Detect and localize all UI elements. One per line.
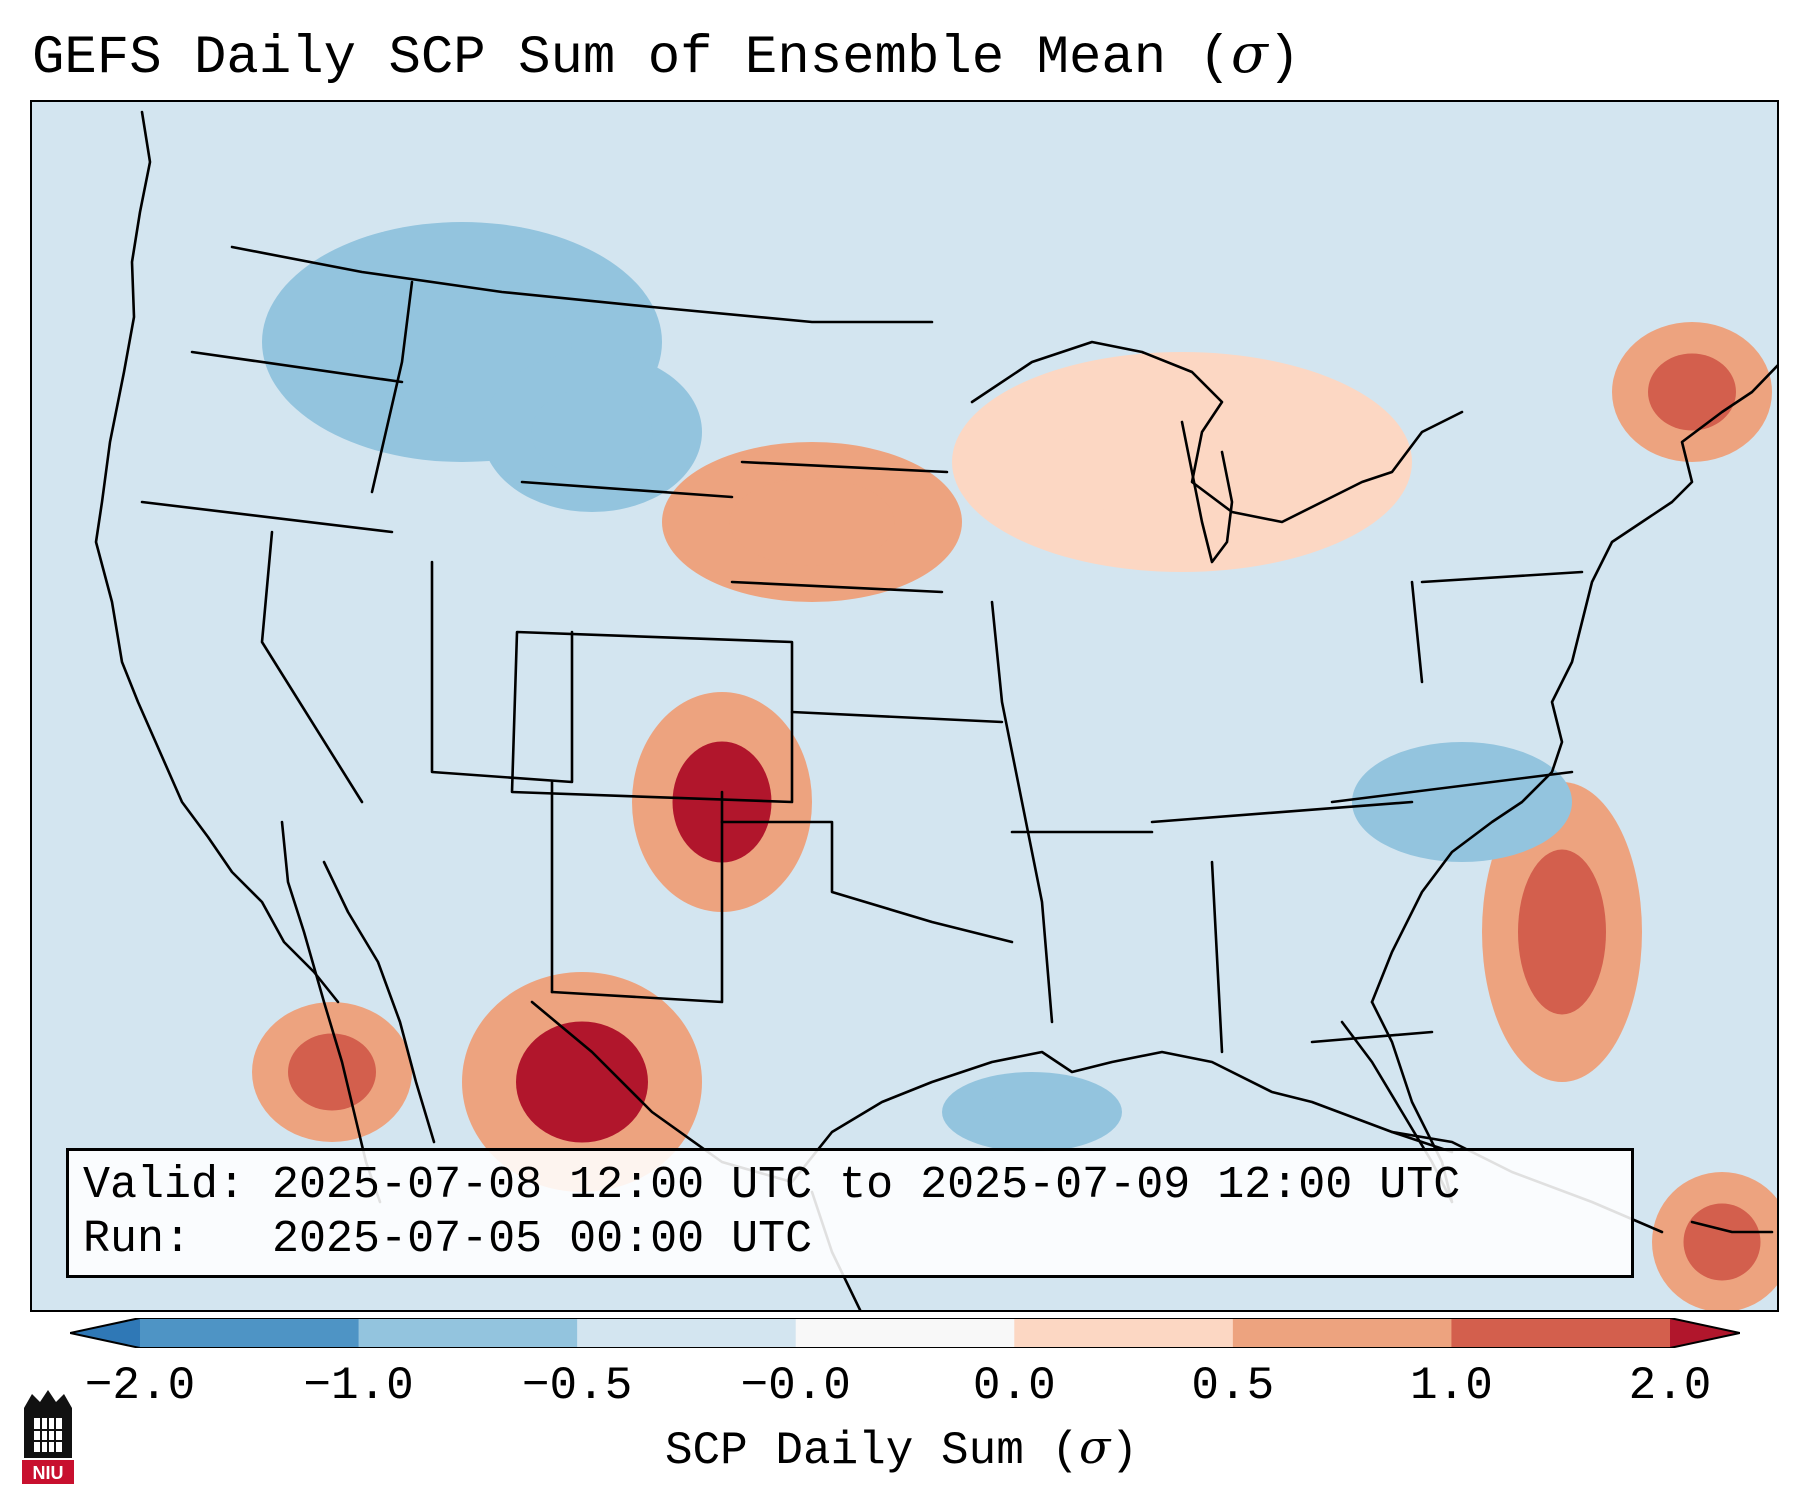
state-line-oh-pa bbox=[1410, 580, 1424, 684]
colorbar-bin bbox=[577, 1318, 797, 1348]
state-line-ok-tx bbox=[720, 820, 1014, 944]
lake-michigan bbox=[1180, 420, 1234, 564]
niu-logo: NIU bbox=[20, 1388, 76, 1484]
hispaniola-outline bbox=[1690, 1220, 1774, 1234]
run-value: 2025-07-05 00:00 UTC bbox=[272, 1214, 813, 1265]
state-line-sd-nd bbox=[740, 460, 949, 474]
colorbar-extend-low bbox=[70, 1318, 140, 1348]
svg-text:NIU: NIU bbox=[33, 1463, 64, 1483]
run-label: Run: bbox=[83, 1214, 192, 1265]
state-line-ne-sd bbox=[730, 580, 944, 594]
colorbar-tick-label: −0.5 bbox=[521, 1360, 633, 1412]
anomaly-core bbox=[982, 1090, 1082, 1134]
state-line-or-ca bbox=[140, 500, 394, 534]
state-line-tn-ky bbox=[1150, 800, 1414, 824]
state-line-wa-or bbox=[190, 350, 404, 384]
valid-value: 2025-07-08 12:00 UTC to 2025-07-09 12:00… bbox=[272, 1160, 1461, 1211]
colorbar bbox=[70, 1318, 1740, 1348]
valid-label: Valid: bbox=[83, 1160, 246, 1211]
state-line-va-nc bbox=[1330, 770, 1574, 804]
anomaly-core bbox=[729, 478, 895, 566]
anomaly-core bbox=[516, 1021, 648, 1143]
colorbar-tick-label: −1.0 bbox=[303, 1360, 414, 1412]
colorbar-bin bbox=[795, 1318, 1015, 1348]
canada-us-border-west bbox=[230, 245, 934, 324]
state-line-co bbox=[510, 630, 794, 804]
colorbar-tick-label: 0.5 bbox=[1191, 1360, 1275, 1412]
colorbar-extend-high bbox=[1670, 1318, 1740, 1348]
colorbar-bin bbox=[1232, 1318, 1452, 1348]
state-line-ms-al bbox=[1210, 860, 1224, 1054]
valid-time-box: Valid: 2025-07-08 12:00 UTC to 2025-07-0… bbox=[66, 1148, 1634, 1278]
chart-title: GEFS Daily SCP Sum of Ensemble Mean (σ) bbox=[32, 22, 1301, 89]
state-line-ks-ok bbox=[790, 710, 1004, 724]
colorbar-bin bbox=[140, 1318, 360, 1348]
pacific-coastline bbox=[94, 110, 340, 1004]
colorbar-bin bbox=[358, 1318, 578, 1348]
colorbar-tick-label: −0.0 bbox=[740, 1360, 851, 1412]
anomaly-core bbox=[288, 1033, 376, 1111]
map-canvas bbox=[94, 110, 1777, 1310]
state-line-ut bbox=[430, 560, 574, 784]
colorbar-bin bbox=[1451, 1318, 1671, 1348]
state-line-nv-ca bbox=[260, 530, 364, 804]
anomaly-core bbox=[1648, 353, 1736, 431]
gulf-of-california-east-shore bbox=[322, 860, 436, 1144]
anomaly-core bbox=[1518, 849, 1606, 1015]
colorbar-tick-label: 2.0 bbox=[1628, 1360, 1712, 1412]
state-line-ga-fl bbox=[1310, 1030, 1434, 1044]
state-line-mississippi bbox=[990, 600, 1054, 1024]
state-line-ny-pa bbox=[1420, 570, 1584, 584]
colorbar-tick-label: 1.0 bbox=[1410, 1360, 1493, 1412]
state-line-nm-tx bbox=[550, 790, 724, 1004]
great-lakes-outline bbox=[970, 340, 1464, 524]
colorbar-tick-label: 0.0 bbox=[972, 1360, 1056, 1412]
anomaly-core bbox=[1055, 401, 1309, 523]
anomaly-core bbox=[531, 388, 653, 476]
anomaly-core bbox=[1683, 1203, 1761, 1281]
map-panel bbox=[30, 100, 1779, 1312]
colorbar-label: SCP Daily Sum (σ) bbox=[664, 1420, 1139, 1477]
colorbar-tick-label: −2.0 bbox=[84, 1360, 196, 1412]
state-line-mt-wy bbox=[520, 480, 734, 499]
colorbar-bin bbox=[1014, 1318, 1234, 1348]
state-line-id-or bbox=[370, 280, 414, 494]
anomaly-core bbox=[1401, 769, 1523, 835]
atlantic-coastline bbox=[1370, 364, 1777, 1004]
